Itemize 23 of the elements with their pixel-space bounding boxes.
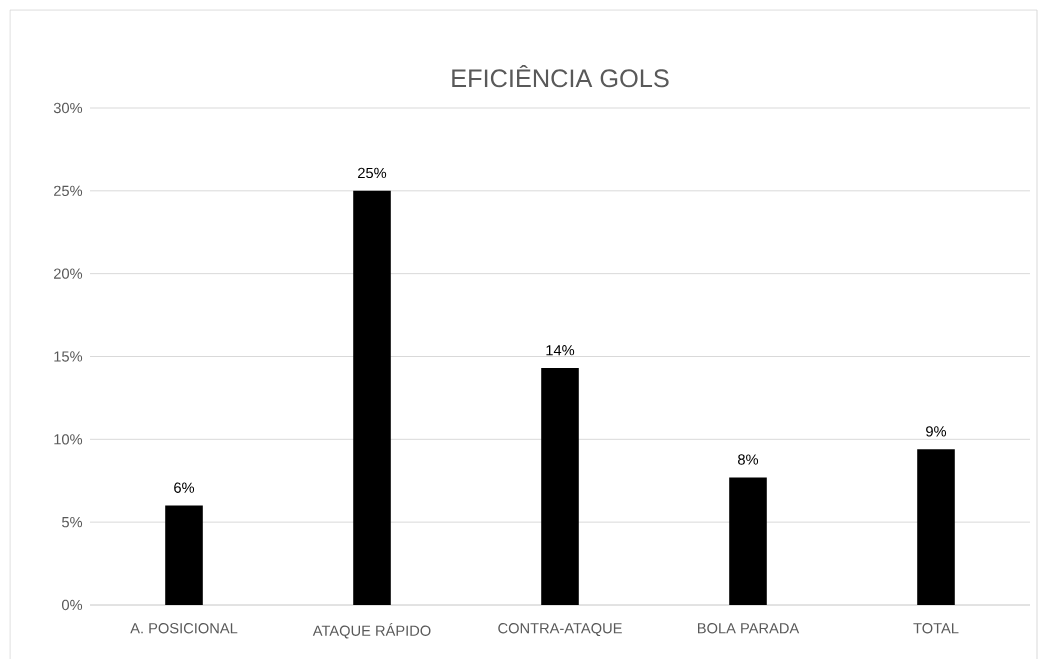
y-tick-label: 0% — [62, 599, 83, 611]
data-label: 6% — [174, 482, 195, 493]
y-tick-label: 10% — [54, 434, 83, 445]
y-tick-label: 5% — [62, 517, 83, 528]
x-tick-label: CONTRA-ATAQUE — [498, 623, 622, 637]
bar — [541, 368, 579, 605]
x-tick-label: BOLA PARADA — [698, 623, 800, 634]
x-tick-label: A. POSICIONAL — [130, 623, 238, 634]
bar — [729, 477, 767, 605]
data-label: 14% — [546, 345, 575, 356]
x-tick-label: TOTAL — [913, 623, 959, 634]
data-label: 8% — [738, 454, 759, 465]
y-tick-label: 20% — [54, 268, 83, 279]
chart-title: EFICIÊNCIA GOLS — [452, 64, 669, 88]
x-tick-label: ATAQUE RÁPIDO — [312, 623, 431, 639]
y-tick-label: 30% — [53, 102, 83, 114]
y-tick-label: 15% — [54, 351, 83, 362]
bar — [165, 505, 203, 605]
bar — [353, 190, 391, 605]
y-tick-label: 25% — [54, 185, 83, 197]
bar — [917, 449, 955, 605]
data-label: 9% — [926, 426, 947, 437]
data-label: 25% — [358, 167, 387, 179]
